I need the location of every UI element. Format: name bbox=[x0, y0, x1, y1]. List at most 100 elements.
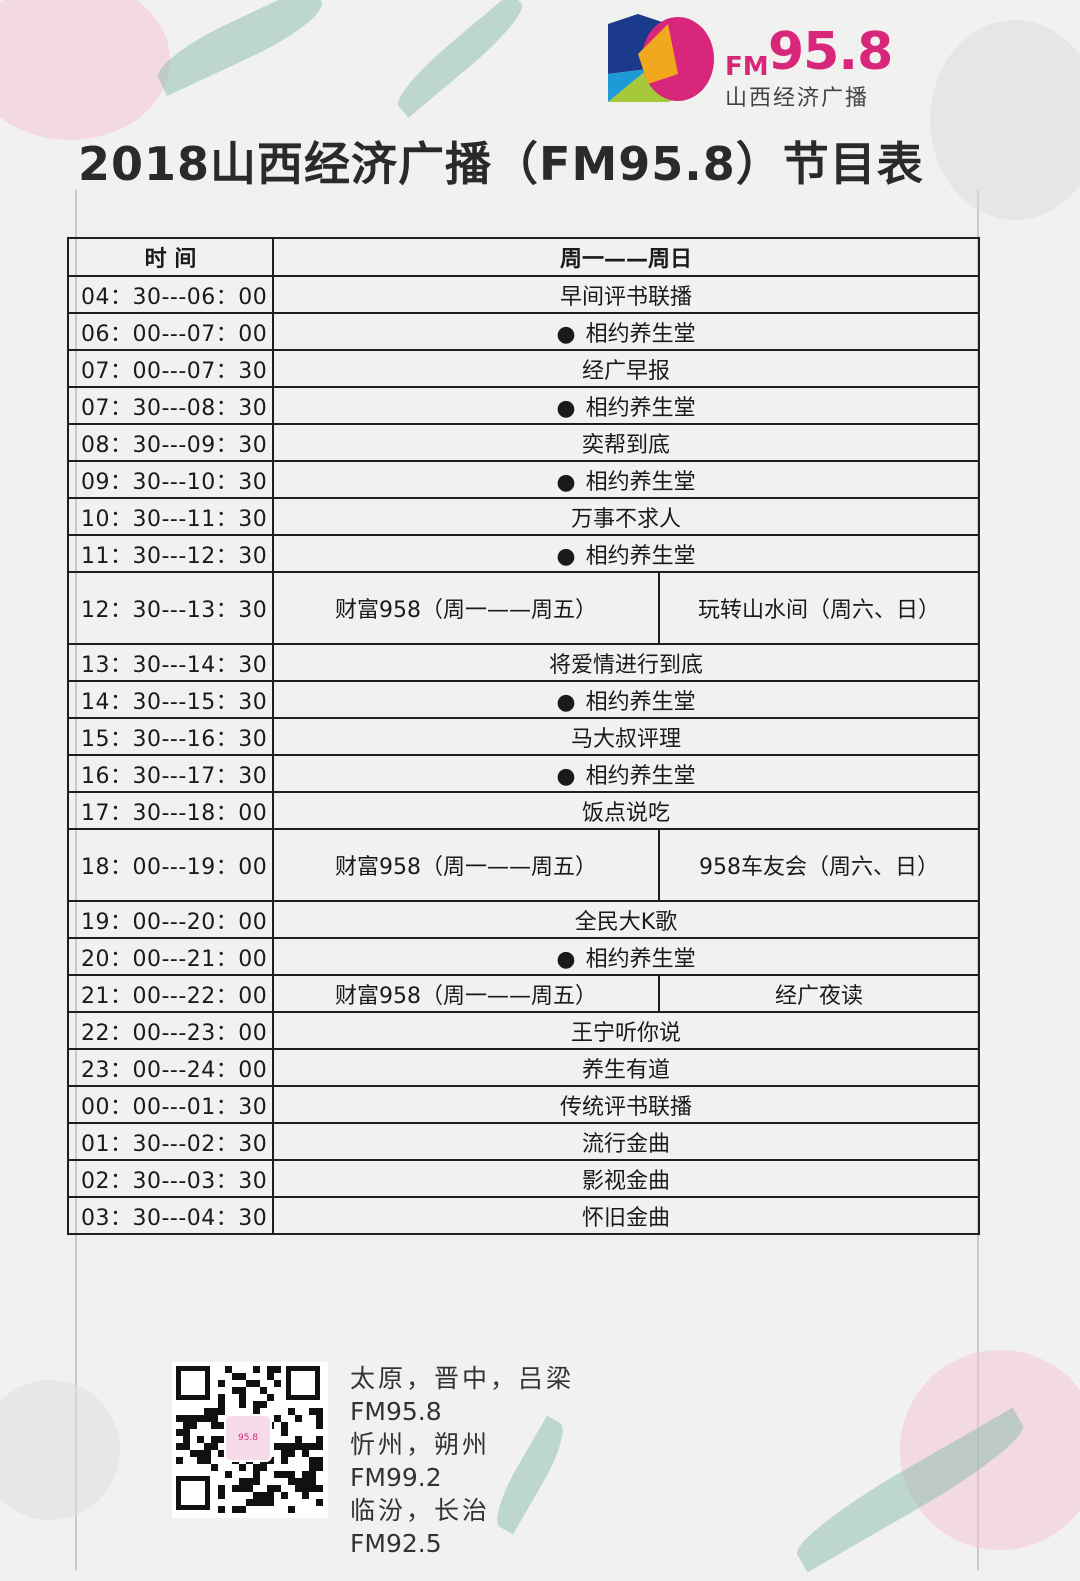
qr-module bbox=[267, 1485, 274, 1492]
table-row: 16：30---17：30 ● 相约养生堂 bbox=[67, 754, 981, 793]
qr-module bbox=[309, 1443, 316, 1450]
qr-module bbox=[218, 1485, 225, 1492]
program-cell: 经广早报 bbox=[271, 349, 981, 388]
time-cell: 17：30---18：00 bbox=[67, 791, 274, 830]
table-row: 07：30---08：30 ● 相约养生堂 bbox=[67, 386, 981, 425]
qr-module bbox=[218, 1450, 225, 1457]
qr-module bbox=[197, 1457, 204, 1464]
table-row: 00：00---01：30 传统评书联播 bbox=[67, 1085, 981, 1124]
qr-module bbox=[316, 1436, 323, 1443]
table-row: 20：00---21：00 ● 相约养生堂 bbox=[67, 937, 981, 976]
schedule-table: 时 间 周一——周日 04：30---06：00 早间评书联播 06：00---07… bbox=[67, 237, 981, 1235]
program-cell: 养生有道 bbox=[271, 1048, 981, 1087]
qr-finder bbox=[181, 1481, 205, 1505]
program-cell: 马大叔评理 bbox=[271, 717, 981, 756]
program-name: 相约养生堂 bbox=[585, 689, 696, 715]
qr-module bbox=[309, 1478, 316, 1485]
qr-module bbox=[309, 1408, 316, 1415]
qr-module bbox=[225, 1471, 232, 1478]
qr-module bbox=[267, 1373, 274, 1380]
program-name: 怀旧金曲 bbox=[582, 1205, 671, 1231]
qr-module bbox=[295, 1436, 302, 1443]
program-cell: 传统评书联播 bbox=[271, 1085, 981, 1124]
coverage-frequency: FM99.2 bbox=[350, 1463, 442, 1492]
qr-module bbox=[302, 1478, 309, 1485]
qr-module bbox=[260, 1401, 267, 1408]
logo-station-name: 山西经济广播 bbox=[725, 86, 870, 111]
qr-module bbox=[183, 1429, 190, 1436]
table-row: 23：00---24：00 养生有道 bbox=[67, 1048, 981, 1087]
qr-module bbox=[316, 1499, 323, 1506]
qr-module bbox=[288, 1408, 295, 1415]
program-weekend: 经广夜读 bbox=[657, 974, 981, 1013]
qr-module bbox=[218, 1506, 225, 1513]
qr-module bbox=[316, 1443, 323, 1450]
qr-module bbox=[246, 1485, 253, 1492]
program-cell: 饭点说吃 bbox=[271, 791, 981, 830]
qr-module bbox=[253, 1478, 260, 1485]
station-logo: FM 95.8 山西经济广播 bbox=[608, 14, 898, 111]
qr-module bbox=[316, 1422, 323, 1429]
qr-module bbox=[274, 1443, 281, 1450]
program-name: 影视金曲 bbox=[582, 1168, 671, 1194]
program-cell: 将爱情进行到底 bbox=[271, 643, 981, 682]
program-name: 传统评书联播 bbox=[560, 1094, 693, 1120]
bullet-icon: ● bbox=[556, 469, 576, 495]
qr-module bbox=[211, 1415, 218, 1422]
program-weekend: 玩转山水间（周六、日） bbox=[657, 571, 981, 645]
qr-module bbox=[274, 1415, 281, 1422]
coverage-frequency: FM95.8 bbox=[350, 1397, 442, 1426]
bullet-icon: ● bbox=[556, 763, 576, 789]
table-row: 17：30---18：00 饭点说吃 bbox=[67, 791, 981, 830]
qr-module bbox=[176, 1457, 183, 1464]
flower-decoration bbox=[0, 0, 170, 140]
table-row: 06：00---07：00 ● 相约养生堂 bbox=[67, 312, 981, 351]
table-row: 09：30---10：30 ● 相约养生堂 bbox=[67, 460, 981, 499]
program-weekday: 财富958（周一——周五） bbox=[272, 828, 660, 902]
program-cell: ● 相约养生堂 bbox=[271, 754, 981, 793]
logo-mark-icon bbox=[608, 14, 714, 102]
qr-module bbox=[183, 1436, 190, 1443]
header-time: 时 间 bbox=[67, 237, 274, 277]
table-row: 15：30---16：30 马大叔评理 bbox=[67, 717, 981, 756]
qr-module bbox=[183, 1415, 190, 1422]
qr-module bbox=[288, 1471, 295, 1478]
time-cell: 13：30---14：30 bbox=[67, 643, 274, 682]
program-cell: 影视金曲 bbox=[271, 1159, 981, 1198]
qr-module bbox=[225, 1366, 232, 1373]
coverage-frequency: FM92.5 bbox=[350, 1529, 442, 1558]
qr-module bbox=[232, 1387, 239, 1394]
qr-module bbox=[197, 1415, 204, 1422]
qr-module bbox=[309, 1471, 316, 1478]
qr-module bbox=[274, 1366, 281, 1373]
table-row: 14：30---15：30 ● 相约养生堂 bbox=[67, 680, 981, 719]
qr-module bbox=[274, 1380, 281, 1387]
qr-module bbox=[295, 1443, 302, 1450]
program-cell: ● 相约养生堂 bbox=[271, 534, 981, 573]
program-cell: ● 相约养生堂 bbox=[271, 680, 981, 719]
qr-module bbox=[316, 1457, 323, 1464]
qr-module bbox=[232, 1485, 239, 1492]
qr-module bbox=[260, 1492, 267, 1499]
qr-module bbox=[183, 1422, 190, 1429]
logo-fm: FM bbox=[725, 52, 769, 82]
time-cell: 20：00---21：00 bbox=[67, 937, 274, 976]
qr-module bbox=[253, 1464, 260, 1471]
qr-module bbox=[246, 1478, 253, 1485]
table-row: 04：30---06：00 早间评书联播 bbox=[67, 275, 981, 314]
time-cell: 03：30---04：30 bbox=[67, 1196, 274, 1235]
qr-module bbox=[204, 1415, 211, 1422]
table-row: 03：30---04：30 怀旧金曲 bbox=[67, 1196, 981, 1235]
qr-module bbox=[253, 1408, 260, 1415]
qr-module bbox=[253, 1401, 260, 1408]
program-cell: ● 相约养生堂 bbox=[271, 312, 981, 351]
qr-module bbox=[246, 1380, 253, 1387]
qr-module bbox=[218, 1422, 225, 1429]
program-name: 奕帮到底 bbox=[582, 432, 671, 458]
table-row: 10：30---11：30 万事不求人 bbox=[67, 497, 981, 536]
qr-module bbox=[253, 1492, 260, 1499]
qr-module bbox=[316, 1464, 323, 1471]
qr-module bbox=[316, 1408, 323, 1415]
qr-module bbox=[211, 1436, 218, 1443]
time-cell: 10：30---11：30 bbox=[67, 497, 274, 536]
